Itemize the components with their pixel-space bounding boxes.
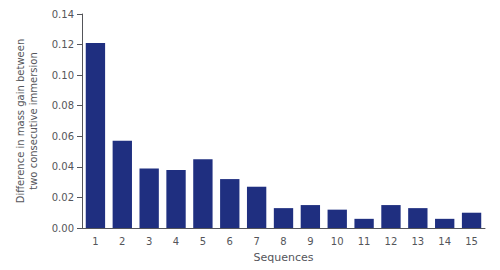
svg-text:9: 9 — [307, 236, 313, 247]
svg-text:Difference in mass gain betwee: Difference in mass gain between — [15, 39, 26, 204]
svg-text:0.14: 0.14 — [52, 9, 74, 20]
svg-text:13: 13 — [411, 236, 424, 247]
svg-text:11: 11 — [358, 236, 371, 247]
svg-text:6: 6 — [227, 236, 233, 247]
svg-text:4: 4 — [173, 236, 179, 247]
svg-text:14: 14 — [438, 236, 451, 247]
svg-text:two consecutive immersion: two consecutive immersion — [28, 52, 39, 189]
svg-text:7: 7 — [253, 236, 259, 247]
svg-text:5: 5 — [200, 236, 206, 247]
svg-text:3: 3 — [146, 236, 152, 247]
svg-text:0.04: 0.04 — [52, 161, 74, 172]
svg-text:15: 15 — [465, 236, 478, 247]
svg-text:2: 2 — [119, 236, 125, 247]
svg-text:Sequences: Sequences — [254, 251, 314, 264]
svg-text:8: 8 — [280, 236, 286, 247]
svg-text:0.02: 0.02 — [52, 192, 74, 203]
svg-text:0.08: 0.08 — [52, 100, 74, 111]
svg-text:0.12: 0.12 — [52, 39, 74, 50]
svg-text:0.00: 0.00 — [52, 223, 74, 234]
svg-text:10: 10 — [331, 236, 344, 247]
svg-text:1: 1 — [92, 236, 98, 247]
svg-text:12: 12 — [385, 236, 398, 247]
svg-text:0.06: 0.06 — [52, 131, 74, 142]
svg-text:0.10: 0.10 — [52, 70, 74, 81]
